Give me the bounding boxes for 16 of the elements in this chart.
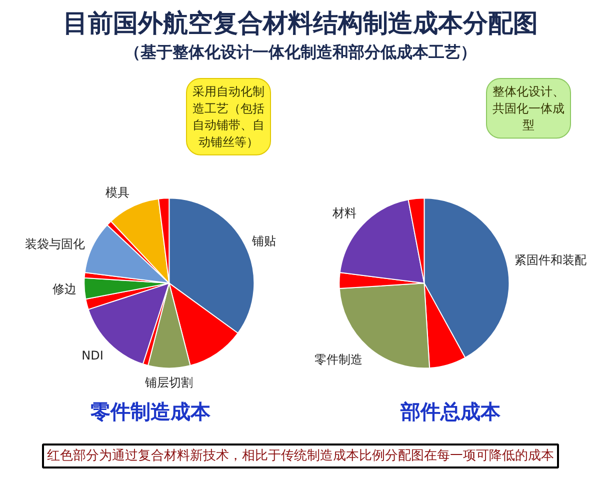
text: 部件总成本 <box>400 400 502 424</box>
slice-label: NDI <box>82 348 104 363</box>
text: 整体化设计、共固化一体成型 <box>492 84 564 132</box>
slice-label: 装袋与固化 <box>24 236 85 251</box>
text: 目前国外航空复合材料结构制造成本分配图 <box>63 8 538 38</box>
slice-label: 铺层切割 <box>144 376 194 390</box>
text: 采用自动化制造工艺（包括自动铺带、自动铺丝等） <box>192 84 264 149</box>
slice-label: 模具 <box>106 186 130 200</box>
slice-label: 材料 <box>331 206 356 220</box>
slice-label: 零件制造 <box>314 352 363 367</box>
slice-label: 修边 <box>52 282 76 296</box>
text: （基于整体化设计一体化制造和部分低成本工艺） <box>124 42 476 62</box>
text: 零件制造成本 <box>90 400 212 424</box>
slice-label: 紧固件和装配 <box>514 253 586 268</box>
slice-label: 铺贴 <box>251 234 276 248</box>
text: 红色部分为通过复合材料新技术，相比于传统制造成本比例分配图在每一项可降低的成本 <box>47 448 554 464</box>
